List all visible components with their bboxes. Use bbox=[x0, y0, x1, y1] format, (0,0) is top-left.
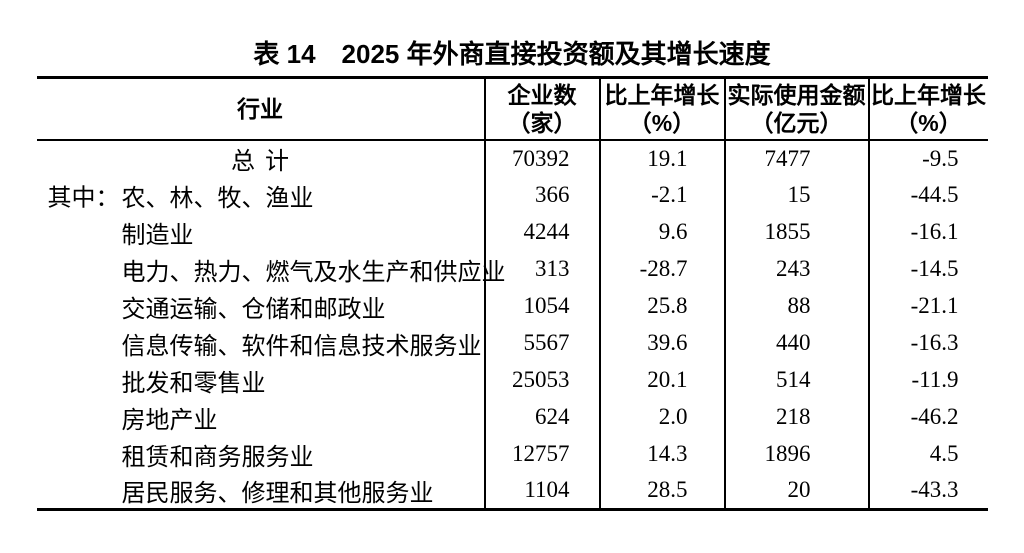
col-header-industry-label: 行业 bbox=[237, 95, 283, 122]
enterprises-value: 4244 bbox=[483, 213, 600, 251]
industry-cell: 总计 bbox=[37, 140, 485, 177]
industry-label: 总计 bbox=[231, 149, 299, 175]
growth-amount-value: -16.1 bbox=[867, 213, 988, 251]
table-row-total: 总计 70392 19.1 7477 -9.5 bbox=[37, 139, 988, 177]
col-header-industry: 行业 bbox=[36, 77, 485, 141]
growth-enterprises-value: 9.6 bbox=[598, 213, 725, 251]
growth-enterprises-value: 25.8 bbox=[598, 287, 725, 325]
enterprises-value: 12757 bbox=[483, 435, 600, 473]
table-row: 其中： 农、林、牧、渔业 366 -2.1 15 -44.5 bbox=[37, 176, 988, 214]
amount-value: 440 bbox=[723, 324, 869, 362]
industry-cell: 其中： 农、林、牧、渔业 bbox=[37, 177, 485, 214]
growth-amount-value: -16.3 bbox=[867, 324, 988, 362]
industry-cell: 居民服务、修理和其他服务业 bbox=[37, 473, 485, 510]
amount-value: 88 bbox=[723, 287, 869, 325]
table-row: 交通运输、仓储和邮政业 1054 25.8 88 -21.1 bbox=[37, 287, 988, 325]
col-header-enterprises-label: 企业数 bbox=[507, 81, 577, 108]
col-header-growth-enterprises-unit: （%） bbox=[628, 109, 696, 136]
growth-enterprises-value: 19.1 bbox=[598, 139, 725, 177]
fdi-table: 行业 企业数 （家） 比上年增长 （%） 实际使用金额 （亿元） 比上年增长 （… bbox=[36, 76, 988, 511]
amount-value: 514 bbox=[723, 361, 869, 399]
industry-label: 房地产业 bbox=[121, 407, 218, 434]
col-header-enterprises-unit: （家） bbox=[507, 109, 577, 136]
table-row: 租赁和商务服务业 12757 14.3 1896 4.5 bbox=[37, 435, 988, 473]
table-title: 表 14 2025 年外商直接投资额及其增长速度 bbox=[253, 39, 771, 69]
industry-label: 制造业 bbox=[121, 222, 194, 249]
table-row: 批发和零售业 25053 20.1 514 -11.9 bbox=[37, 361, 988, 399]
col-header-amount: 实际使用金额 （亿元） bbox=[723, 77, 869, 141]
enterprises-value: 1054 bbox=[483, 287, 600, 325]
industry-cell: 信息传输、软件和信息技术服务业 bbox=[37, 325, 485, 362]
enterprises-value: 313 bbox=[483, 250, 600, 288]
growth-amount-value: 4.5 bbox=[867, 435, 988, 473]
table-row: 信息传输、软件和信息技术服务业 5567 39.6 440 -16.3 bbox=[37, 324, 988, 362]
industry-cell: 制造业 bbox=[37, 214, 485, 251]
growth-amount-value: -43.3 bbox=[867, 472, 988, 510]
enterprises-value: 25053 bbox=[483, 361, 600, 399]
industry-label: 居民服务、修理和其他服务业 bbox=[121, 480, 434, 507]
growth-enterprises-value: 2.0 bbox=[598, 398, 725, 436]
industry-label: 租赁和商务服务业 bbox=[121, 444, 314, 471]
col-header-growth-enterprises: 比上年增长 （%） bbox=[598, 77, 725, 141]
col-header-growth-amount: 比上年增长 （%） bbox=[867, 77, 988, 141]
col-header-growth-enterprises-label: 比上年增长 bbox=[604, 81, 720, 108]
col-header-growth-amount-unit: （%） bbox=[895, 109, 962, 136]
growth-enterprises-value: 28.5 bbox=[598, 472, 725, 510]
enterprises-value: 5567 bbox=[483, 324, 600, 362]
amount-value: 218 bbox=[723, 398, 869, 436]
amount-value: 1855 bbox=[723, 213, 869, 251]
growth-amount-value: -46.2 bbox=[867, 398, 988, 436]
col-header-growth-amount-label: 比上年增长 bbox=[871, 81, 986, 108]
industry-label: 批发和零售业 bbox=[121, 370, 266, 397]
industry-cell: 电力、热力、燃气及水生产和供应业 bbox=[37, 251, 506, 288]
amount-value: 1896 bbox=[723, 435, 869, 473]
table-row: 电力、热力、燃气及水生产和供应业 313 -28.7 243 -14.5 bbox=[37, 250, 988, 288]
growth-amount-value: -44.5 bbox=[867, 176, 988, 214]
document-page: 表 14 2025 年外商直接投资额及其增长速度 行业 企业数 （家） 比上年增… bbox=[36, 0, 988, 511]
amount-value: 7477 bbox=[723, 139, 869, 177]
amount-value: 15 bbox=[723, 176, 869, 214]
header-row: 行业 企业数 （家） 比上年增长 （%） 实际使用金额 （亿元） 比上年增长 （… bbox=[36, 77, 988, 141]
growth-amount-value: -14.5 bbox=[867, 250, 988, 288]
growth-amount-value: -9.5 bbox=[867, 139, 988, 177]
enterprises-value: 70392 bbox=[483, 139, 600, 177]
growth-enterprises-value: -28.7 bbox=[598, 250, 725, 288]
growth-amount-value: -11.9 bbox=[867, 361, 988, 399]
among-which-prefix: 其中： bbox=[47, 185, 120, 212]
table-row: 房地产业 624 2.0 218 -46.2 bbox=[37, 398, 988, 436]
amount-value: 243 bbox=[723, 250, 869, 288]
col-header-amount-label: 实际使用金额 bbox=[727, 81, 866, 108]
industry-label: 电力、热力、燃气及水生产和供应业 bbox=[121, 259, 506, 286]
industry-cell: 房地产业 bbox=[37, 399, 485, 436]
growth-enterprises-value: 39.6 bbox=[598, 324, 725, 362]
industry-label: 农、林、牧、渔业 bbox=[121, 185, 314, 212]
growth-amount-value: -21.1 bbox=[867, 287, 988, 325]
industry-cell: 交通运输、仓储和邮政业 bbox=[37, 288, 485, 325]
table-row: 居民服务、修理和其他服务业 1104 28.5 20 -43.3 bbox=[37, 472, 988, 510]
industry-cell: 租赁和商务服务业 bbox=[37, 436, 485, 473]
growth-enterprises-value: 14.3 bbox=[598, 435, 725, 473]
industry-label: 交通运输、仓储和邮政业 bbox=[121, 296, 386, 323]
enterprises-value: 624 bbox=[483, 398, 600, 436]
enterprises-value: 366 bbox=[483, 176, 600, 214]
amount-value: 20 bbox=[723, 472, 869, 510]
col-header-enterprises: 企业数 （家） bbox=[483, 77, 600, 141]
growth-enterprises-value: -2.1 bbox=[598, 176, 725, 214]
industry-cell: 批发和零售业 bbox=[37, 362, 485, 399]
table-row: 制造业 4244 9.6 1855 -16.1 bbox=[37, 213, 988, 251]
growth-enterprises-value: 20.1 bbox=[598, 361, 725, 399]
industry-label: 信息传输、软件和信息技术服务业 bbox=[121, 333, 482, 360]
enterprises-value: 1104 bbox=[483, 472, 600, 510]
col-header-amount-unit: （亿元） bbox=[750, 109, 843, 136]
